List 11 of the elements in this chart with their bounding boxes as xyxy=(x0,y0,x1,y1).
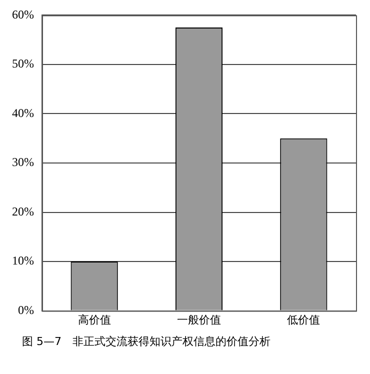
x-tick-label: 低价值 xyxy=(287,313,320,326)
text: 图 5—7 非正式交流获得知识产权信息的价值分析 xyxy=(21,334,272,349)
y-tick-label: 20% xyxy=(12,204,34,218)
y-tick-label: 30% xyxy=(12,155,34,170)
x-tick-label: 高价值 xyxy=(78,313,111,326)
y-tick-label: 40% xyxy=(12,106,34,120)
y-tick-label: 10% xyxy=(12,254,34,268)
y-tick-label: 60% xyxy=(12,7,34,22)
x-tick-label: 一般价值 xyxy=(177,313,221,326)
y-tick-label: 50% xyxy=(12,56,34,71)
y-tick-label: 0% xyxy=(18,302,34,317)
